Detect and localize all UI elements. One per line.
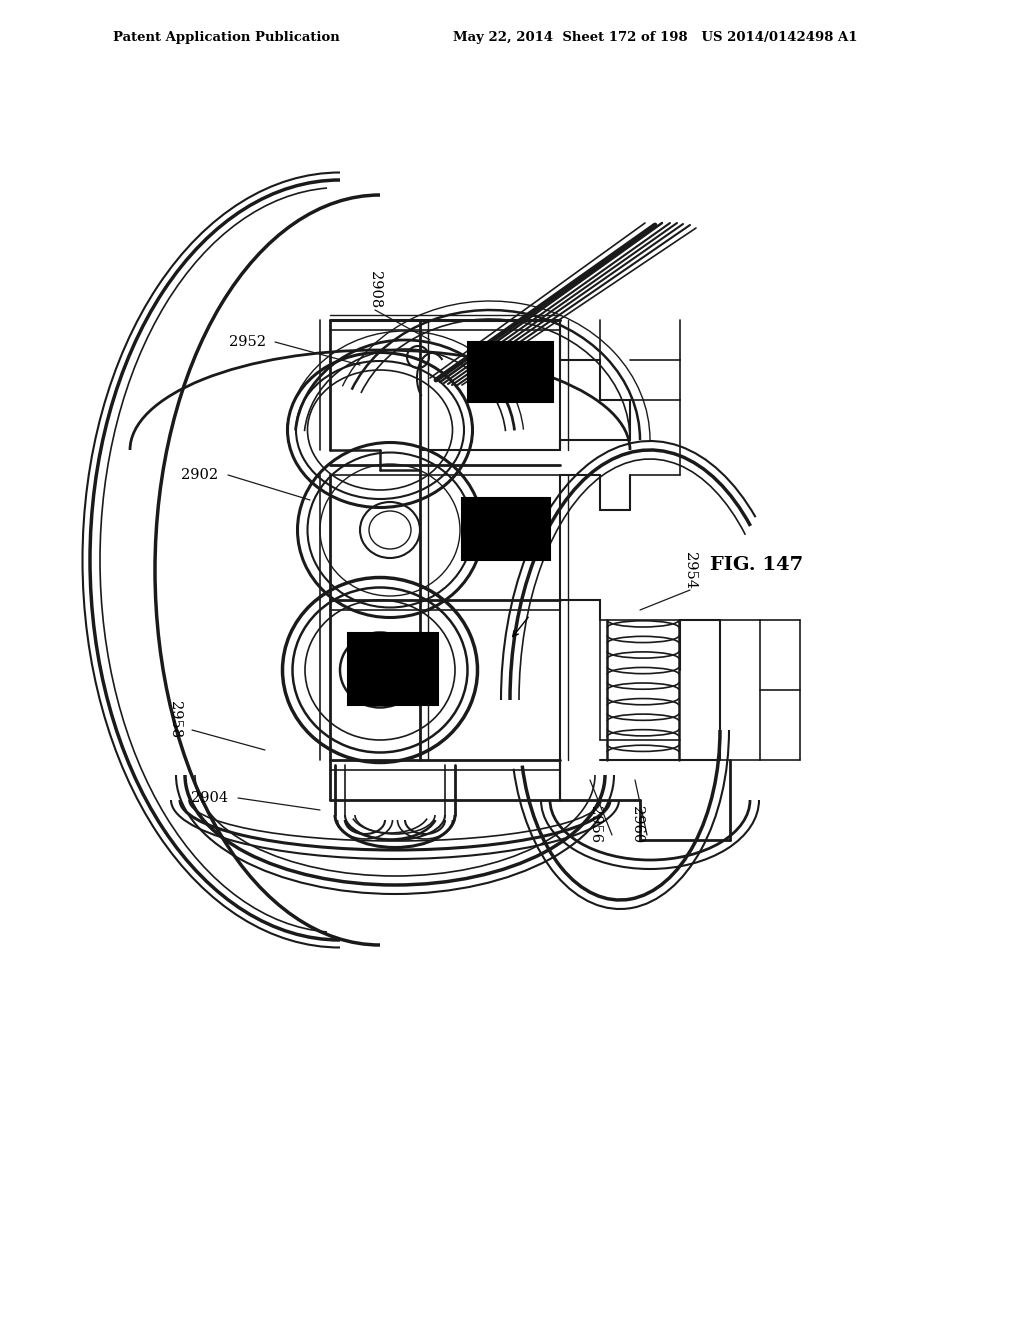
Bar xyxy=(462,498,550,560)
Text: 2956: 2956 xyxy=(588,807,602,843)
Text: 2902: 2902 xyxy=(181,469,218,482)
Text: 2904: 2904 xyxy=(191,791,228,805)
Text: 2960: 2960 xyxy=(630,807,644,843)
Text: 2954: 2954 xyxy=(683,552,697,589)
Bar xyxy=(468,342,553,403)
Text: 2908: 2908 xyxy=(368,272,382,309)
Text: 2952: 2952 xyxy=(229,335,266,348)
Text: FIG. 147: FIG. 147 xyxy=(710,556,803,574)
Text: 2958: 2958 xyxy=(168,701,182,739)
Bar xyxy=(348,634,438,705)
Text: Patent Application Publication: Patent Application Publication xyxy=(113,30,340,44)
Text: May 22, 2014  Sheet 172 of 198   US 2014/0142498 A1: May 22, 2014 Sheet 172 of 198 US 2014/01… xyxy=(453,30,857,44)
